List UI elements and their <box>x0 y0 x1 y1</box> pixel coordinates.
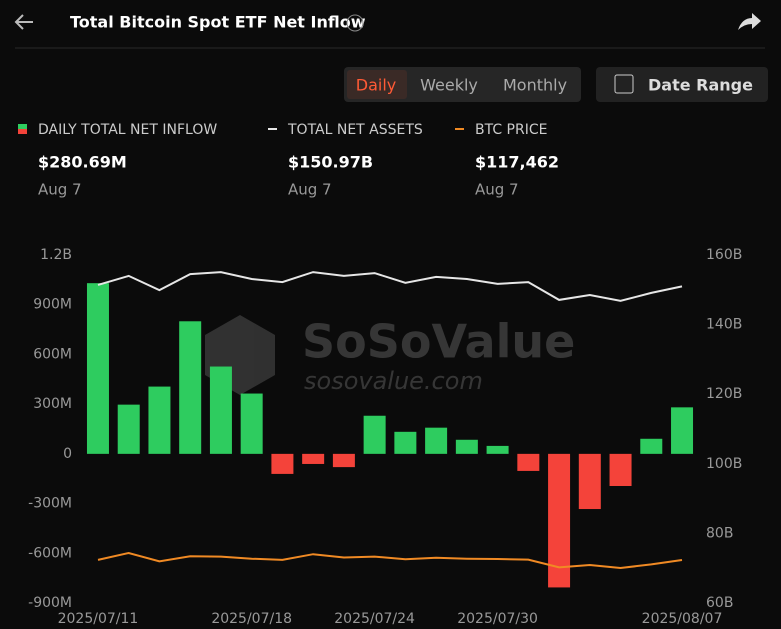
bar <box>302 453 325 464</box>
legend-date: Aug 7 <box>288 181 332 199</box>
bar <box>517 453 540 471</box>
y2-tick-label: 140B <box>706 317 742 333</box>
info-icon[interactable] <box>346 14 364 32</box>
tab[interactable]: Monthly <box>503 76 567 95</box>
bar <box>578 453 601 510</box>
share-button[interactable] <box>738 13 761 30</box>
bar <box>86 283 109 454</box>
bar <box>209 366 232 454</box>
legend-icon <box>18 124 27 129</box>
y-tick-label: 900M <box>33 297 72 313</box>
calendar-icon <box>614 74 634 94</box>
bar <box>117 404 140 454</box>
y-tick-label: -300M <box>28 496 72 512</box>
legend-value: $280.69M <box>38 153 127 172</box>
y-tick-label: -900M <box>28 595 72 611</box>
x-tick-label: 2025/08/07 <box>642 611 723 627</box>
y-tick-label: 1.2B <box>40 247 72 263</box>
legend-value: $117,462 <box>475 153 559 172</box>
line <box>97 551 683 570</box>
tab[interactable]: Daily <box>356 76 396 95</box>
bar <box>671 407 694 454</box>
y-tick-label: 600M <box>33 346 72 362</box>
legend-label: TOTAL NET ASSETS <box>287 122 423 138</box>
line <box>97 271 683 302</box>
y-tick-label: 0 <box>63 446 72 462</box>
legend-date: Aug 7 <box>475 181 519 199</box>
legend-date: Aug 7 <box>38 181 82 199</box>
bar <box>425 427 448 454</box>
bar <box>455 439 478 454</box>
x-tick-label: 2025/07/24 <box>334 611 415 627</box>
y-tick-label: 300M <box>33 396 72 412</box>
y2-tick-label: 80B <box>706 525 733 541</box>
bar <box>363 415 386 454</box>
x-tick-label: 2025/07/18 <box>211 611 292 627</box>
bar <box>332 453 355 468</box>
legend-value: $150.97B <box>288 153 373 172</box>
bar <box>179 321 202 454</box>
bar <box>394 431 417 454</box>
y2-tick-label: 160B <box>706 247 742 263</box>
x-tick-label: 2025/07/30 <box>457 611 538 627</box>
bar <box>148 386 171 454</box>
back-button[interactable] <box>14 14 33 30</box>
watermark-brand: SoSoValue <box>302 315 575 369</box>
y2-tick-label: 100B <box>706 456 742 472</box>
legend-label: BTC PRICE <box>475 122 547 138</box>
bar <box>609 453 632 487</box>
y-tick-label: -600M <box>28 545 72 561</box>
legend-label: DAILY TOTAL NET INFLOW <box>38 122 217 138</box>
page-title: Total Bitcoin Spot ETF Net Inflow <box>70 13 366 32</box>
active-tab-bg <box>347 70 407 99</box>
bar <box>486 445 509 454</box>
legend-icon <box>18 129 27 134</box>
tab[interactable]: Weekly <box>420 76 478 95</box>
bar <box>240 393 263 454</box>
bar <box>548 453 571 588</box>
date-range-button[interactable] <box>596 67 768 102</box>
y2-tick-label: 60B <box>706 595 733 611</box>
bar <box>271 453 294 474</box>
watermark-url: sosovalue.com <box>304 367 483 395</box>
date-range-label[interactable]: Date Range <box>648 76 753 95</box>
x-tick-label: 2025/07/11 <box>58 611 139 627</box>
bar <box>640 438 663 454</box>
y2-tick-label: 120B <box>706 386 742 402</box>
